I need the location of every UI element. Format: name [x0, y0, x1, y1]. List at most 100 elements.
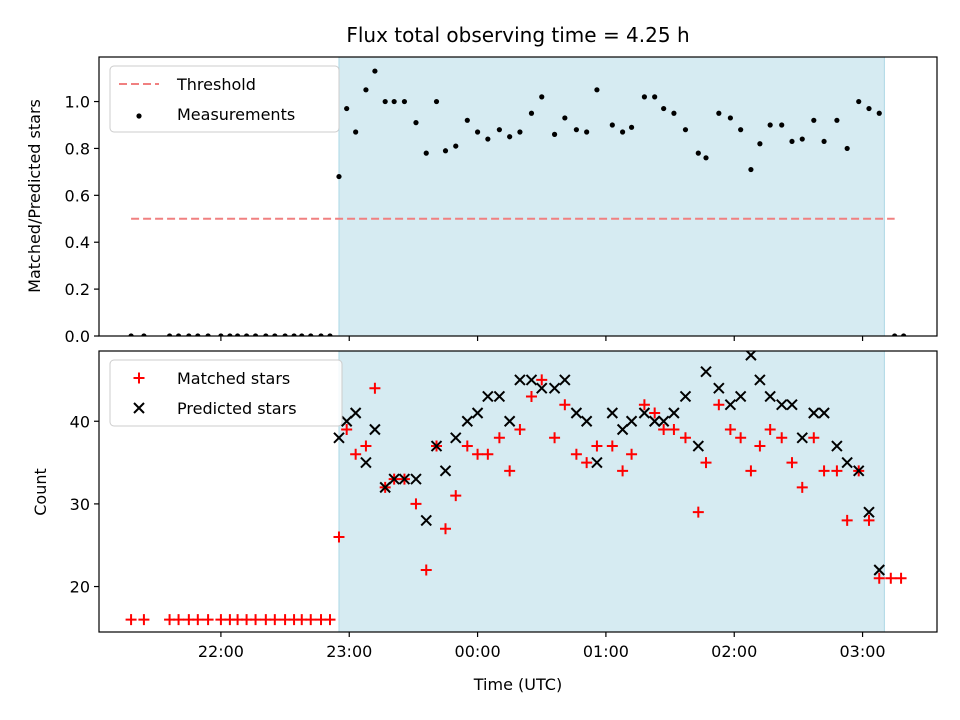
- predicted-star-point: [493, 390, 506, 403]
- matched-star-point: [504, 465, 516, 477]
- predicted-star-point: [734, 390, 747, 403]
- measurement-point: [186, 333, 192, 336]
- matched-star-point: [786, 457, 798, 469]
- measurement-point: [234, 333, 241, 336]
- x-axis-label: Time (UTC): [473, 675, 562, 694]
- predicted-star-point: [796, 432, 808, 444]
- predicted-star-point: [625, 415, 638, 427]
- matched-star-point: [745, 465, 757, 477]
- y-tick-label: 40: [70, 412, 90, 431]
- predicted-star-point: [591, 456, 603, 469]
- measurement-point: [382, 98, 388, 105]
- measurement-point: [218, 333, 224, 336]
- matched-star-point: [692, 506, 704, 518]
- matched-star-point: [885, 572, 897, 584]
- predicted-star-point: [764, 390, 776, 403]
- legend-label: Matched stars: [177, 369, 290, 388]
- measurement-point: [652, 94, 658, 100]
- measurement-point: [372, 68, 378, 74]
- matched-star-point: [536, 374, 548, 386]
- predicted-star-point: [333, 432, 345, 444]
- measurement-point: [738, 127, 744, 133]
- predicted-star-point: [503, 415, 516, 427]
- matched-star-point: [581, 457, 593, 469]
- predicted-star-point: [638, 407, 651, 419]
- measurement-point: [453, 143, 459, 149]
- predicted-star-point: [536, 382, 548, 394]
- matched-star-point: [796, 481, 808, 493]
- predicted-star-point: [700, 365, 712, 378]
- measurement-point: [716, 110, 722, 116]
- legend-label: Predicted stars: [177, 399, 297, 418]
- predicted-star-point: [420, 514, 432, 527]
- matched-star-point: [649, 407, 661, 419]
- measurement-point: [834, 117, 840, 123]
- legend-measurement-swatch: [136, 113, 142, 119]
- predicted-star-point: [471, 407, 484, 419]
- matched-star-point: [324, 614, 336, 626]
- measurement-point: [821, 138, 827, 145]
- matched-star-point: [461, 440, 473, 452]
- predicted-star-point: [713, 382, 725, 394]
- legend-box: [109, 359, 343, 427]
- predicted-star-point: [786, 399, 798, 411]
- bottom-panel: 20 30 40 22:00 23:00 00:00 01:00 02:00 03:00 Matc…: [70, 350, 938, 661]
- matched-star-point: [591, 440, 603, 452]
- measurement-point: [584, 129, 590, 135]
- measurement-point: [363, 87, 369, 93]
- measurement-point: [413, 120, 419, 126]
- matched-star-point: [606, 440, 618, 452]
- matched-star-point: [138, 614, 150, 626]
- predicted-star-point: [668, 407, 680, 419]
- measurement-point: [485, 136, 491, 142]
- measurement-point: [539, 94, 545, 100]
- matched-star-point: [754, 440, 766, 452]
- top-panel: 0.0 0.2 0.4 0.6 0.8 1.0 Threshold Measurements: [65, 56, 938, 346]
- measurement-point: [528, 110, 535, 116]
- predicted-star-point: [648, 415, 661, 427]
- axes-frame: [98, 56, 938, 337]
- matched-star-point: [713, 399, 725, 411]
- legend-predicted-swatch: [133, 402, 145, 414]
- matched-star-point: [668, 424, 680, 436]
- predicted-star-point: [482, 390, 494, 403]
- legend-box: [109, 65, 340, 133]
- x-tick-label: 02:00: [711, 642, 757, 661]
- legend-matched-swatch: [133, 372, 145, 384]
- measurement-point: [344, 105, 350, 112]
- matched-star-point: [360, 440, 372, 452]
- matched-star-point: [525, 390, 537, 402]
- measurement-point: [442, 148, 449, 154]
- measurement-point: [291, 333, 297, 336]
- y-tick-label: 1.0: [65, 93, 90, 112]
- measurement-point: [195, 333, 201, 336]
- measurement-point: [727, 115, 733, 121]
- measurement-point: [866, 105, 872, 112]
- matched-star-point: [559, 399, 571, 411]
- matched-star-point: [269, 614, 281, 626]
- matched-star-point: [369, 382, 381, 394]
- predicted-star-point: [430, 440, 443, 452]
- predicted-star-point: [873, 564, 885, 576]
- matched-star-point: [173, 614, 185, 626]
- matched-star-point: [450, 490, 462, 502]
- measurement-point: [671, 110, 677, 116]
- predicted-star-point: [745, 351, 757, 361]
- measurement-point: [517, 129, 523, 135]
- matched-star-point: [482, 448, 494, 460]
- legend: Matched stars Predicted stars: [109, 359, 343, 427]
- predicted-star-point: [570, 407, 583, 419]
- predicted-star-point: [360, 456, 372, 469]
- predicted-star-point: [657, 415, 670, 427]
- predicted-star-point: [514, 374, 526, 386]
- measurement-point: [327, 333, 333, 336]
- x-tick-label: 03:00: [840, 642, 886, 661]
- measurement-point: [308, 333, 314, 336]
- measurement-point: [299, 333, 305, 336]
- matched-star-point: [514, 424, 526, 436]
- top-y-axis-label: Matched/Predicted stars: [25, 99, 44, 293]
- matched-star-point: [626, 448, 638, 460]
- matched-star-point: [420, 564, 432, 576]
- predicted-star-point: [559, 374, 571, 386]
